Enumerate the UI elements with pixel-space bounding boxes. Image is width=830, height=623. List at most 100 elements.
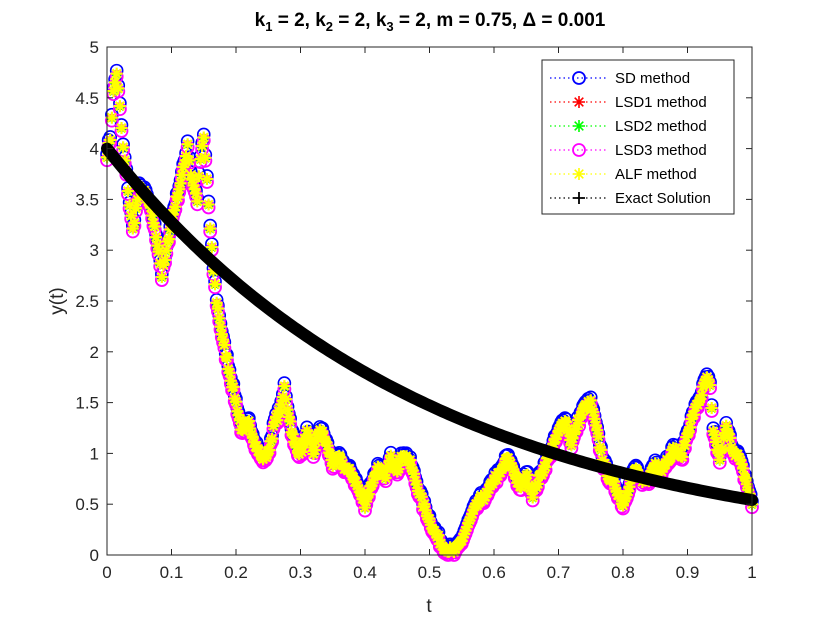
alf-point [610,485,623,498]
alf-point [159,253,172,266]
y-axis-ticks: 0 0.5 1 1.5 2 2.5 3 3.5 4 4.5 5 [75,38,752,565]
alf-point [655,465,668,478]
alf-point [370,468,383,481]
alf-point [571,414,584,427]
alf-point [253,444,266,457]
alf-point [192,170,205,183]
alf-point [316,425,329,438]
alf-point [490,473,503,486]
alf-point [631,464,644,477]
alf-point [601,469,614,482]
alf-point [595,443,608,456]
alf-point [459,524,472,537]
legend-label: SD method [615,70,690,87]
alf-point [507,463,520,476]
x-tick-label: 0.6 [482,563,506,582]
alf-point [334,451,347,464]
alf-point [709,435,722,448]
alf-point [423,512,436,525]
alf-point [482,483,495,496]
alf-point [231,405,244,418]
alf-point [515,481,528,494]
alf-point [410,478,423,491]
alf-point [414,487,427,500]
alf-point [147,216,160,229]
x-axis-label: t [426,596,432,617]
alf-point [588,412,601,425]
alf-point [415,490,428,503]
legend-label: Exact Solution [615,190,711,207]
alf-point [731,448,744,461]
alf-point [623,480,636,493]
alf-point [379,472,392,485]
x-tick-label: 0.3 [289,563,313,582]
y-tick-label: 3.5 [75,190,99,209]
alf-point [194,153,207,166]
legend-box [541,59,735,215]
alf-point [589,419,602,432]
alf-point [475,489,488,502]
alf-point [266,432,279,445]
alf-point [457,531,470,544]
alf-point [227,380,240,393]
alf-point [300,424,313,437]
alf-point [620,489,633,502]
alf-point [215,328,228,341]
legend-item-alf: ALF method [550,166,697,183]
legend-marker [572,71,586,85]
y-tick-label: 2.5 [75,292,99,311]
alf-point [684,421,697,434]
alf-point [587,406,600,419]
alf-point [458,527,471,540]
alf-point [211,302,224,315]
alf-point [724,431,737,444]
alf-point [740,478,753,491]
alf-point [392,463,405,476]
alf-point [408,467,421,480]
x-axis-ticks: 0 0.1 0.2 0.3 0.4 0.5 0.6 0.7 0.8 0.9 1 [102,47,757,582]
alf-point [682,426,695,439]
exact-solution-line [101,142,758,506]
alf-point [531,477,544,490]
alf-point [680,431,693,444]
alf-point [250,439,263,452]
alf-point [722,428,735,441]
alf-point [592,430,605,443]
alf-point [131,193,144,206]
legend-item-sd: SD method [550,70,690,87]
alf-point [197,131,210,144]
alf-point [384,449,397,462]
alf-point [188,183,201,196]
alf-point [242,415,255,428]
alf-point [687,408,700,421]
alf-point [123,199,136,212]
alf-point [302,428,315,441]
alf-point [275,398,288,411]
alf-point [360,495,373,508]
alf-point [213,312,226,325]
alf-point [174,177,187,190]
alf-point [166,208,179,221]
chart-title: k1 = 2, k2 = 2, k3 = 2, m = 0.75, Δ = 0.… [255,10,606,34]
alf-point [573,417,586,430]
alf-point [273,406,286,419]
alf-point [522,479,535,492]
alf-point [366,476,379,489]
alf-point [150,231,163,244]
alf-point [404,454,417,467]
alf-point [347,471,360,484]
alf-point [704,379,717,392]
alf-point [713,453,726,466]
alf-point [324,447,337,460]
alf-point [321,439,334,452]
alf-point [509,470,522,483]
alf-point [418,498,431,511]
alf-point [504,457,517,470]
alf-point [125,209,138,222]
alf-point [308,444,321,457]
alf-point [260,449,273,462]
y-tick-label: 4 [90,140,99,159]
alf-point [343,462,356,475]
alf-point [337,457,350,470]
alf-point [307,447,320,460]
